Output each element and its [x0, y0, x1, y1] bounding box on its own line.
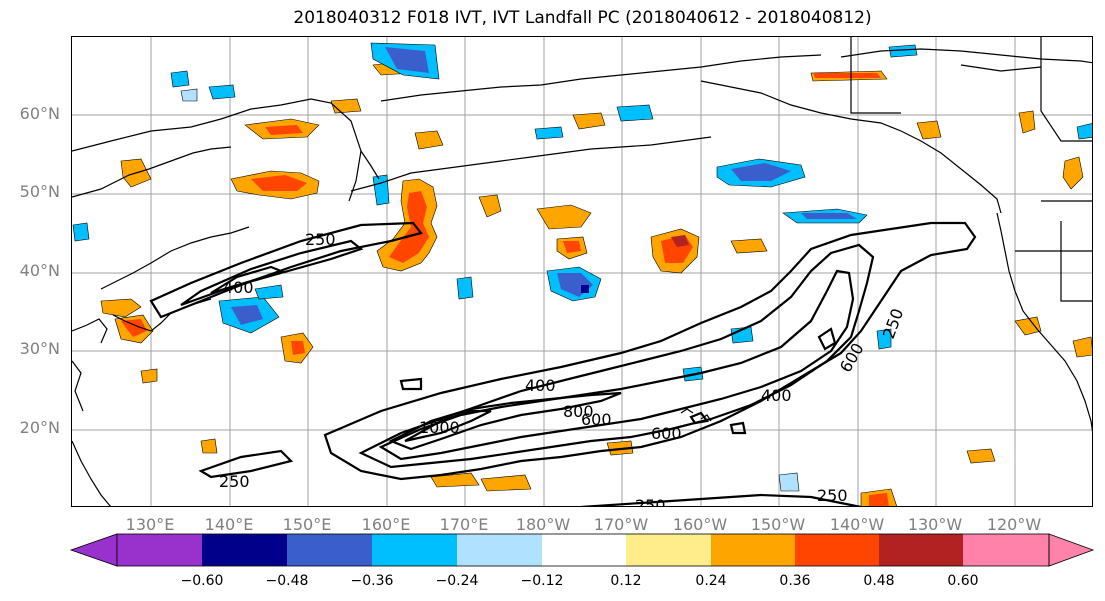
colorbar-segment	[457, 534, 542, 566]
contour-label: 250	[879, 306, 907, 341]
colorbar-tick: −0.12	[520, 573, 564, 589]
colorbar-tick: −0.48	[265, 573, 309, 589]
contour-label: 400	[761, 386, 792, 405]
lat-label-50n: 50°N	[19, 182, 60, 201]
lat-label-20n: 20°N	[19, 418, 60, 437]
colorbar-tick: 0.60	[947, 573, 979, 589]
contour-label: 400	[223, 278, 254, 297]
colorbar-tick: 0.36	[779, 573, 811, 589]
lon-label-150w: 150°W	[750, 515, 806, 534]
lon-label-170w: 170°W	[593, 515, 649, 534]
lon-label-180w: 180°W	[515, 515, 571, 534]
colorbar-segment	[117, 534, 202, 566]
lon-label-140e: 140°E	[204, 515, 254, 534]
contour-label: 800	[563, 402, 594, 421]
colorbar-segment	[711, 534, 795, 566]
contour-label: 250	[305, 230, 336, 249]
colorbar-segment	[372, 534, 457, 566]
colorbar-segment	[963, 534, 1049, 566]
negative-pc-shading	[72, 42, 1092, 492]
colorbar-tick: 0.48	[863, 573, 895, 589]
colorbar-tick: −0.24	[435, 573, 479, 589]
colorbar-tick: 0.12	[610, 573, 642, 589]
colorbar	[69, 533, 1095, 567]
contour-label: 1000	[419, 418, 460, 437]
map-title: 2018040312 F018 IVT, IVT Landfall PC (20…	[293, 8, 872, 28]
colorbar-segment	[879, 534, 963, 566]
colorbar-segment	[287, 534, 372, 566]
map-panel: 250 250 250 250 400 400 400 600 600 600 …	[71, 36, 1093, 507]
coastlines	[72, 37, 1092, 506]
colorbar-segment	[795, 534, 879, 566]
lat-label-30n: 30°N	[19, 339, 60, 358]
colorbar-extend-min	[69, 533, 118, 567]
lon-label-120w: 120°W	[986, 515, 1042, 534]
contour-label: 600	[581, 410, 612, 429]
lat-label-60n: 60°N	[19, 104, 60, 123]
ivt-map: 250 250 250 250 400 400 400 600 600 600 …	[72, 37, 1092, 507]
ivt-contours	[149, 221, 977, 506]
colorbar-segment	[626, 534, 711, 566]
lon-label-130w: 130°W	[907, 515, 963, 534]
colorbar-tick: 0.24	[695, 573, 727, 589]
lon-label-150e: 150°E	[282, 515, 332, 534]
positive-pc-shading	[100, 60, 1092, 506]
lat-label-40n: 40°N	[19, 261, 60, 280]
lon-label-160e: 160°E	[361, 515, 411, 534]
colorbar-segment	[202, 534, 287, 566]
contour-label: 250	[817, 486, 848, 505]
colorbar-tick: −0.36	[350, 573, 394, 589]
colorbar-segment	[542, 534, 626, 566]
contour-label: 400	[525, 376, 556, 395]
contour-label: 600	[651, 424, 682, 443]
contour-label: 600	[836, 340, 868, 376]
lon-label-130e: 130°E	[125, 515, 175, 534]
lon-label-140w: 140°W	[829, 515, 885, 534]
colorbar-extend-max	[1048, 533, 1095, 567]
lon-label-160w: 160°W	[672, 515, 728, 534]
colorbar-tick: −0.60	[180, 573, 224, 589]
contour-label: 250	[219, 472, 250, 491]
lon-label-170e: 170°E	[439, 515, 489, 534]
contour-label: 250	[635, 496, 666, 507]
contour-labels: 250 250 250 250 400 400 400 600 600 600 …	[219, 230, 907, 507]
